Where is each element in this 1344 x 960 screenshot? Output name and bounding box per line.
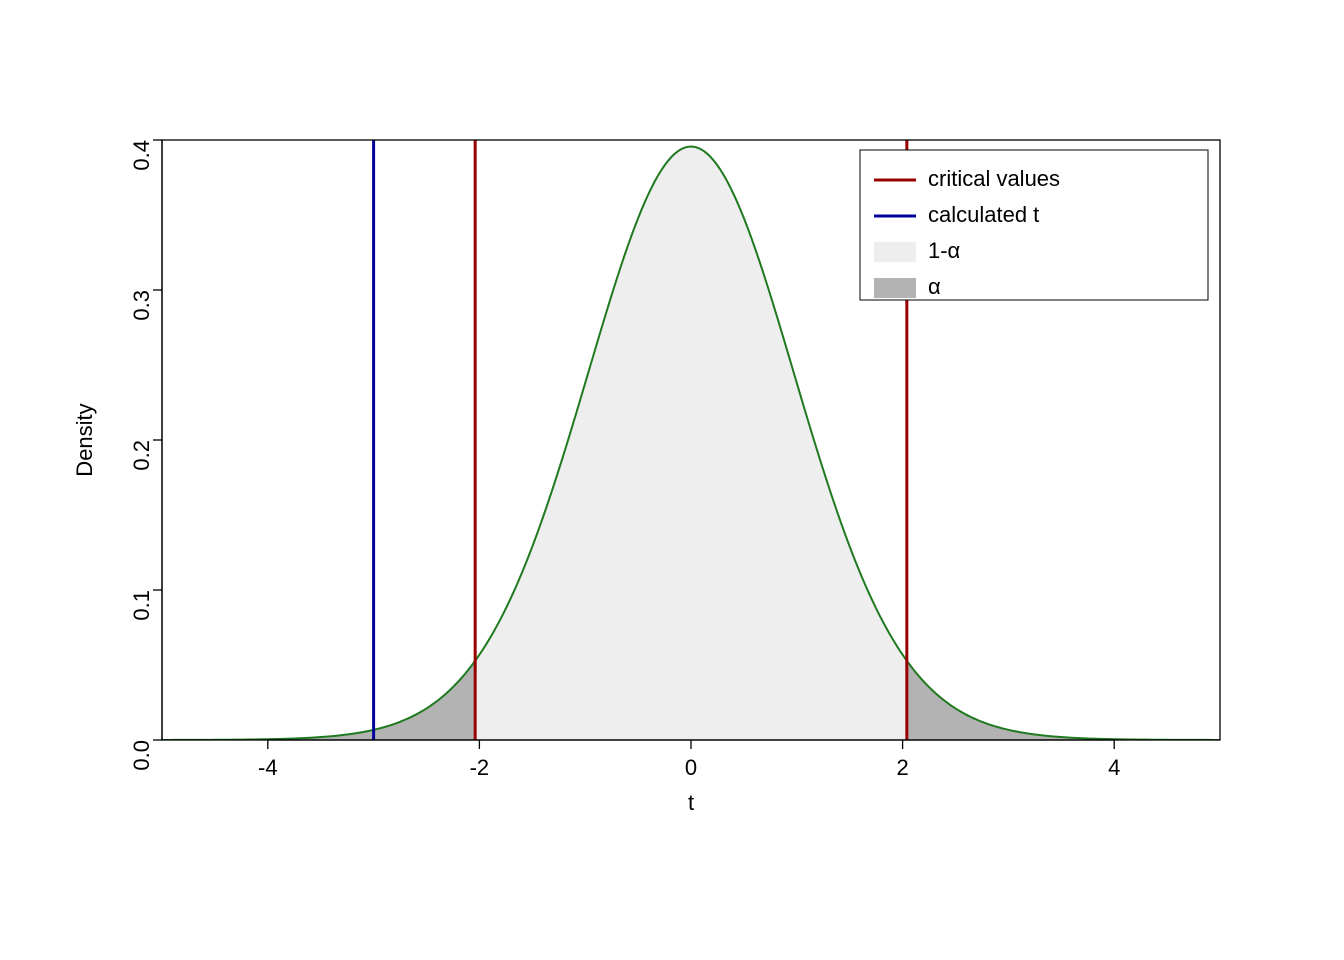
legend-key-swatch <box>874 242 916 262</box>
y-tick-label: 0.0 <box>129 740 154 771</box>
legend-label: calculated t <box>928 202 1039 227</box>
x-tick-label: -2 <box>470 755 490 780</box>
chart-container: -4 -2 0 2 4 0.0 0.1 0.2 0.3 0.4 t Density critical v… <box>0 0 1344 960</box>
y-tick-label: 0.2 <box>129 440 154 471</box>
y-tick-label: 0.4 <box>129 140 154 171</box>
x-tick-label: -4 <box>258 755 278 780</box>
density-chart: -4 -2 0 2 4 0.0 0.1 0.2 0.3 0.4 t Density critical v… <box>0 0 1344 960</box>
y-tick-label: 0.1 <box>129 590 154 621</box>
y-axis-label: Density <box>72 403 97 476</box>
x-tick-label: 0 <box>685 755 697 780</box>
legend-label: critical values <box>928 166 1060 191</box>
legend-key-swatch <box>874 278 916 298</box>
legend-label: 1-α <box>928 238 961 263</box>
legend-label: α <box>928 274 941 299</box>
x-axis-label: t <box>688 790 694 815</box>
x-tick-label: 4 <box>1108 755 1120 780</box>
x-tick-label: 2 <box>896 755 908 780</box>
y-tick-label: 0.3 <box>129 290 154 321</box>
